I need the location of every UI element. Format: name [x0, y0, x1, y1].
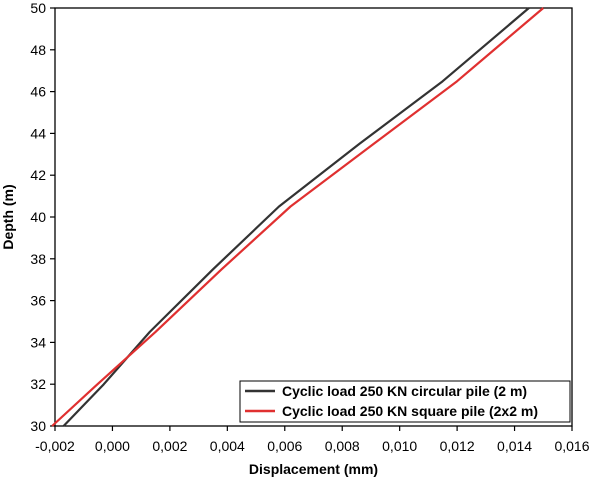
- y-tick-label: 44: [30, 125, 46, 141]
- x-tick-label: 0,002: [152, 438, 187, 454]
- x-axis-title: Displacement (mm): [249, 461, 378, 477]
- y-tick-label: 48: [30, 42, 46, 58]
- x-tick-label: 0,010: [382, 438, 417, 454]
- y-tick-label: 46: [30, 84, 46, 100]
- x-tick-label: 0,000: [95, 438, 130, 454]
- y-tick-label: 38: [30, 251, 46, 267]
- y-tick-label: 30: [30, 418, 46, 434]
- x-tick-label: 0,006: [267, 438, 302, 454]
- y-axis-title: Depth (m): [0, 184, 16, 249]
- y-tick-label: 32: [30, 376, 46, 392]
- y-tick-label: 50: [30, 0, 46, 16]
- ticks: -0,002 0,000 0,002 0,004 0,006 0,008 0,010 0,01…: [30, 0, 589, 454]
- series-lines: [51, 7, 545, 427]
- y-tick-label: 36: [30, 293, 46, 309]
- x-tick-label: -0,002: [35, 438, 75, 454]
- series-line-2: [51, 7, 545, 427]
- x-tick-label: 0,004: [210, 438, 245, 454]
- y-tick-label: 40: [30, 209, 46, 225]
- legend-box: [239, 380, 571, 423]
- x-tick-label: 0,016: [554, 438, 589, 454]
- legend-label-2: Cyclic load 250 KN square pile (2x2 m): [282, 403, 538, 419]
- series-line-1: [62, 7, 530, 427]
- y-tick-label: 42: [30, 167, 46, 183]
- legend-label-1: Cyclic load 250 KN circular pile (2 m): [282, 383, 527, 399]
- x-tick-label: 0,012: [440, 438, 475, 454]
- legend: Cyclic load 250 KN circular pile (2 m) Cy…: [239, 380, 571, 423]
- plot-frame: [54, 7, 573, 427]
- y-tick-label: 34: [30, 334, 46, 350]
- x-tick-label: 0,008: [325, 438, 360, 454]
- x-tick-label: 0,014: [497, 438, 532, 454]
